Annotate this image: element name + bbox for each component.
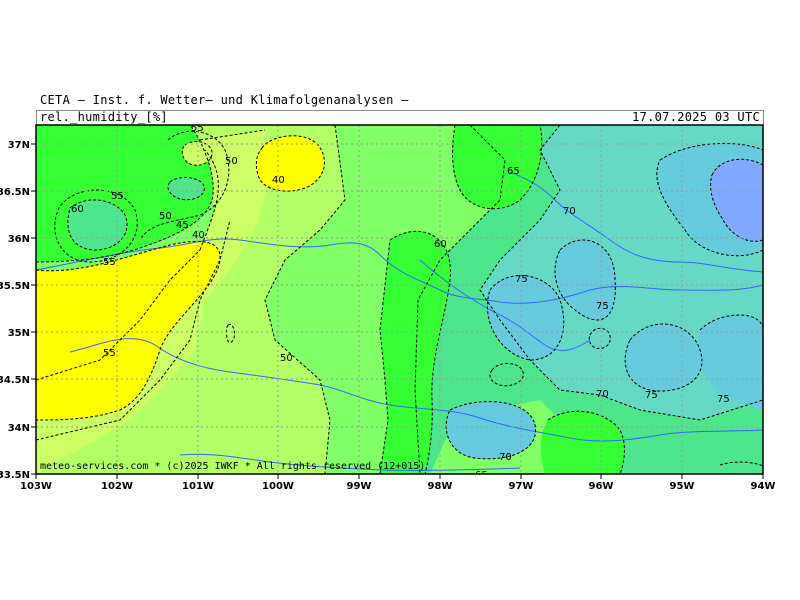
y-tick-label: 36.5N [0,187,30,198]
field-75-c [625,323,702,391]
variable-header-box [36,110,764,125]
contour-label: 50 [159,211,172,222]
chart-title: CETA — Inst. f. Wetter— und Klimafolgena… [40,93,409,107]
map-frame [35,124,764,475]
contour-label: 60 [434,239,447,250]
lat-lon-grid [36,125,763,474]
contour-label: 50 [225,156,238,167]
axis-ticks [31,143,764,479]
river-arkansas [509,171,763,273]
contour-label: 55 [191,123,204,134]
contour-label: 70 [499,452,512,463]
river-washita [419,259,591,351]
contour-label: 55 [103,257,116,268]
field-60-band [380,231,451,474]
contour-label: 75 [717,394,730,405]
y-tick-label: 33.5N [0,470,30,481]
x-tick-label: 101W [182,481,214,492]
x-tick-label: 100W [262,481,294,492]
x-axis-labels: 103W 102W 101W 100W 99W 98W 97W 96W 95W … [20,481,775,492]
contour-label: 40 [192,230,205,241]
contour-label: 40 [272,175,285,186]
contour-label: 55 [111,191,124,202]
y-tick-label: 37N [8,140,30,151]
field-60-top [452,125,542,209]
y-tick-label: 34N [8,423,30,434]
y-tick-label: 35N [8,328,30,339]
variable-label: rel._humidity_[%] [40,110,168,124]
contour-label: 65 [475,470,488,481]
valid-datetime: 17.07.2025 03 UTC [632,110,760,124]
y-tick-label: 35.5N [0,281,30,292]
contour-label: 55 [103,348,116,359]
river-canadian [36,238,763,304]
field-40-west [36,241,221,420]
map-area: 55 50 60 55 50 45 40 55 40 55 50 60 65 7… [36,123,763,481]
x-tick-label: 102W [101,481,133,492]
contour-label: 75 [645,390,658,401]
x-tick-label: 103W [20,481,52,492]
x-tick-label: 96W [589,481,614,492]
x-tick-label: 97W [509,481,534,492]
y-tick-label: 36N [8,234,30,245]
y-axis-labels: 37N 36.5N 36N 35.5N 35N 34.5N 34N 33.5N [0,140,30,481]
field-45-nw-b [168,177,205,200]
contour-label: 70 [596,389,609,400]
field-75-a [555,240,616,320]
x-tick-label: 95W [670,481,695,492]
x-tick-label: 98W [428,481,453,492]
x-tick-label: 94W [751,481,776,492]
field-75-f [446,401,536,459]
field-50-belt [36,125,345,474]
contour-lines [36,125,763,474]
field-75-d [697,315,763,410]
river-south [179,453,521,471]
contour-label: 70 [563,206,576,217]
y-tick-label: 34.5N [0,375,30,386]
field-75-b [487,275,564,360]
contour-label: 65 [507,166,520,177]
contour-label: 50 [280,353,293,364]
x-tick-label: 99W [347,481,372,492]
field-40-north [256,135,325,192]
field-45-nw-a [182,141,213,166]
contour-label: 75 [596,301,609,312]
river-red [69,338,763,442]
contour-labels: 55 50 60 55 50 45 40 55 40 55 50 60 65 7… [71,123,730,481]
contour-label: 75 [515,274,528,285]
contour-label: 45 [176,220,189,231]
rivers [36,171,763,471]
contour-label: 60 [71,204,84,215]
copyright-notice: meteo-services.com * (c)2025 IWKF * All … [40,461,426,472]
